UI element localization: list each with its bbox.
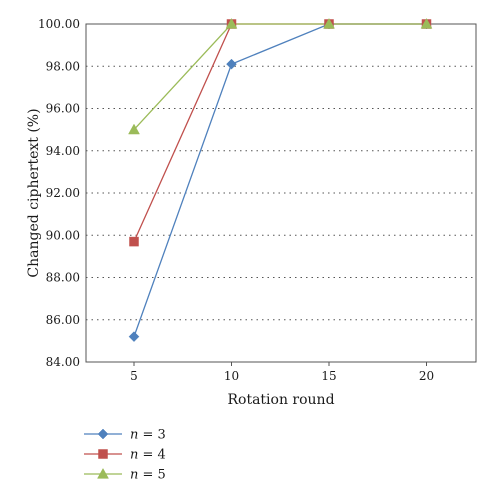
legend-label-value: = 4 xyxy=(138,448,165,463)
y-tick-label: 84.00 xyxy=(46,355,80,369)
legend-label-variable: n xyxy=(130,428,138,443)
y-tick-label: 100.00 xyxy=(38,17,80,31)
series-lines xyxy=(133,23,427,337)
data-point-series-3 xyxy=(128,123,140,135)
y-tick-label: 92.00 xyxy=(46,186,80,200)
legend-label: n = 5 xyxy=(130,468,166,483)
x-tick-label: 15 xyxy=(321,369,336,383)
y-tick-label: 96.00 xyxy=(46,102,80,116)
y-tick-label: 88.00 xyxy=(46,271,80,285)
y-tick-label: 90.00 xyxy=(46,228,80,242)
series-line-3 xyxy=(133,23,427,131)
y-axis-tick-labels: 84.00 86.00 88.00 90.00 92.00 94.00 96.00 98.00… xyxy=(38,17,80,369)
legend: n = 3n = 4n = 5 xyxy=(84,428,166,483)
data-point-series-2 xyxy=(129,236,139,247)
x-tick-label: 20 xyxy=(419,369,434,383)
y-tick-label: 86.00 xyxy=(46,313,80,327)
data-point-series-1 xyxy=(128,331,140,343)
x-tick-label: 10 xyxy=(224,369,239,383)
data-point-series-3 xyxy=(225,17,238,29)
x-axis-tick-labels: 5 10 15 20 xyxy=(130,362,434,383)
y-tick-label: 94.00 xyxy=(46,144,80,158)
series-markers xyxy=(128,17,433,343)
legend-label-value: = 3 xyxy=(138,428,165,443)
legend-item: n = 5 xyxy=(84,468,166,483)
y-axis-title: Changed ciphertext (%) xyxy=(26,108,42,277)
legend-marker xyxy=(97,428,109,440)
legend-label: n = 4 xyxy=(130,448,166,463)
data-point-series-3 xyxy=(323,17,335,29)
x-tick-label: 5 xyxy=(130,369,138,383)
legend-marker xyxy=(98,449,108,459)
legend-label-value: = 5 xyxy=(138,468,165,483)
legend-label: n = 3 xyxy=(130,428,166,443)
series-line-2 xyxy=(133,23,427,242)
grid-lines xyxy=(86,65,476,321)
data-point-series-1 xyxy=(226,58,237,70)
y-tick-label: 98.00 xyxy=(46,59,80,73)
series-line-1 xyxy=(133,23,427,337)
data-point-series-3 xyxy=(420,17,433,29)
legend-marker xyxy=(97,467,109,479)
legend-item: n = 3 xyxy=(84,428,166,443)
legend-label-variable: n xyxy=(130,448,138,463)
legend-label-variable: n xyxy=(130,468,138,483)
legend-item: n = 4 xyxy=(84,448,166,463)
x-axis-title: Rotation round xyxy=(227,392,334,408)
